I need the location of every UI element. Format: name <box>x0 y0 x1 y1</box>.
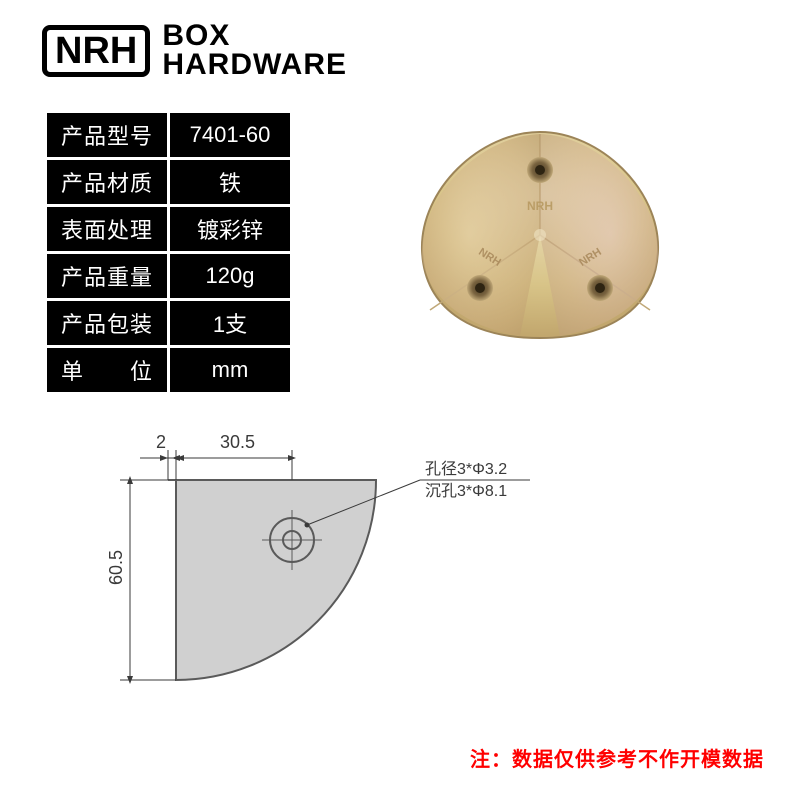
screw-hole-icon <box>587 275 613 301</box>
dimension-height: 60.5 <box>106 480 176 680</box>
spec-value: 铁 <box>170 160 290 204</box>
spec-value: 7401-60 <box>170 113 290 157</box>
table-row: 产品重量 120g <box>47 254 290 298</box>
dimension-thickness: 2 <box>140 432 200 480</box>
dim-value: 60.5 <box>106 550 126 585</box>
spec-label: 产品型号 <box>47 113 167 157</box>
spec-label: 产品重量 <box>47 254 167 298</box>
spec-value: 镀彩锌 <box>170 207 290 251</box>
hole-note-line1: 孔径3*Φ3.2 <box>425 460 507 478</box>
spec-label: 单 位 <box>47 348 167 392</box>
product-illustration: NRH NRH NRH <box>410 120 670 350</box>
spec-value: 1支 <box>170 301 290 345</box>
table-row: 表面处理 镀彩锌 <box>47 207 290 251</box>
spec-label: 产品包装 <box>47 301 167 345</box>
brand-line2: HARDWARE <box>162 51 347 80</box>
table-row: 单 位 mm <box>47 348 290 392</box>
brand-logo-box: NRH <box>42 25 150 77</box>
dimension-half-width: 30.5 <box>176 432 292 480</box>
spec-label: 表面处理 <box>47 207 167 251</box>
spec-table: 产品型号 7401-60 产品材质 铁 表面处理 镀彩锌 产品重量 120g 产… <box>44 110 293 395</box>
table-row: 产品包装 1支 <box>47 301 290 345</box>
brand-header: NRH BOX HARDWARE <box>42 22 347 79</box>
spec-value: mm <box>170 348 290 392</box>
brand-line1: BOX <box>162 22 347 51</box>
spec-label: 产品材质 <box>47 160 167 204</box>
dim-value: 2 <box>156 432 166 452</box>
screw-hole-icon <box>527 157 553 183</box>
spec-value: 120g <box>170 254 290 298</box>
technical-drawing: 2 30.5 60.5 孔径3*Φ3.2 沉孔3*Φ8.1 <box>60 410 660 750</box>
footer-disclaimer: 注：数据仅供参考不作开模数据 <box>470 743 764 772</box>
hole-note-line2: 沉孔3*Φ8.1 <box>425 482 507 500</box>
brand-text: BOX HARDWARE <box>162 22 347 79</box>
table-row: 产品材质 铁 <box>47 160 290 204</box>
screw-hole-icon <box>467 275 493 301</box>
emboss-text: NRH <box>527 199 553 213</box>
table-row: 产品型号 7401-60 <box>47 113 290 157</box>
dim-value: 30.5 <box>220 432 255 452</box>
